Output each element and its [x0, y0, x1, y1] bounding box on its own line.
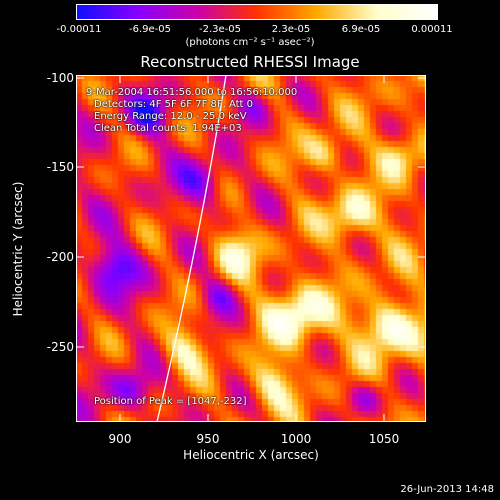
time-range-label: 9-Mar-2004 16:51:56.000 to 16:56:10.000 [86, 87, 298, 98]
x-tick-label: 1000 [280, 432, 312, 446]
plot-title: Reconstructed RHESSI Image [140, 53, 360, 71]
x-tick-label: 1050 [368, 432, 400, 446]
peak-position-label: Position of Peak = [1047,-232] [94, 396, 247, 407]
colorbar-tick: 6.9e-05 [341, 24, 381, 35]
colorbar-tick: -0.00011 [56, 24, 102, 35]
y-tick-label: -100 [46, 71, 74, 85]
y-tick-label: -150 [46, 160, 74, 174]
colorbar-tick: -2.3e-05 [199, 24, 241, 35]
energy-range-label: Energy Range: 12.0 - 25.0 keV [94, 111, 247, 122]
plot-frame [76, 75, 426, 422]
rhessi-image: 9-Mar-2004 16:51:56.000 to 16:56:10.000 … [76, 75, 426, 422]
solar-limb-line [156, 75, 227, 422]
colorbar [76, 4, 438, 20]
x-tick-label: 950 [196, 432, 220, 446]
colorbar-tick: 0.00011 [411, 24, 453, 35]
colorbar-tick: 2.3e-05 [271, 24, 311, 35]
x-tick-label: 900 [108, 432, 132, 446]
detectors-label: Detectors: 4F 5F 6F 7F 8F, Att 0 [94, 99, 254, 110]
colorbar-units: (photons cm⁻² s⁻¹ asec⁻²) [185, 37, 315, 48]
image-raster [76, 75, 426, 422]
y-tick-label: -200 [46, 250, 74, 264]
colorbar-tick: -6.9e-05 [129, 24, 171, 35]
x-axis-label: Heliocentric X (arcsec) [183, 448, 319, 462]
timestamp: 26-Jun-2013 14:48 [400, 484, 494, 495]
algorithm-label: Clean Total counts: 1.94E+03 [94, 123, 242, 134]
y-tick-label: -250 [46, 340, 74, 354]
y-axis-label: Heliocentric Y (arcsec) [11, 181, 25, 317]
